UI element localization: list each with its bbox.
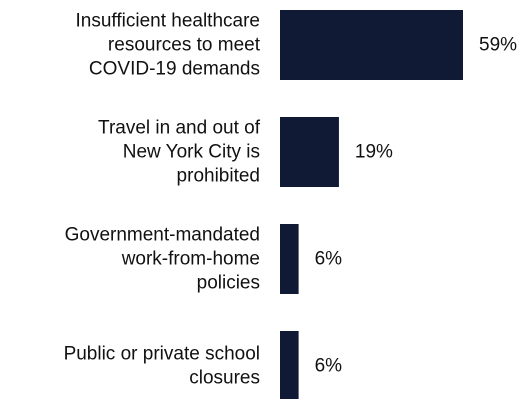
value-label-3: 6%	[315, 356, 343, 377]
category-label-line: resources to meet	[108, 35, 261, 56]
category-label-line: New York City is	[123, 142, 260, 163]
category-label-line: Insufficient healthcare	[76, 11, 261, 32]
category-label-0: Insufficient healthcare resources to meet…	[76, 11, 261, 80]
category-label-line: closures	[189, 368, 260, 389]
bar-3	[280, 331, 299, 399]
category-label-line: COVID-19 demands	[89, 59, 260, 80]
category-label-3: Public or private school closures	[64, 344, 260, 389]
category-label-line: work-from-home	[121, 249, 260, 270]
category-label-2: Government-mandated work-from-home policie…	[65, 225, 260, 294]
bar-0	[280, 10, 463, 80]
category-label-line: Travel in and out of	[98, 118, 261, 139]
bar-2	[280, 224, 299, 294]
category-label-1: Travel in and out of New York City is proh…	[98, 118, 261, 187]
category-label-line: policies	[197, 273, 260, 294]
category-label-line: Government-mandated	[65, 225, 260, 246]
bar-1	[280, 117, 339, 187]
category-label-line: prohibited	[177, 166, 260, 187]
value-label-0: 59%	[479, 35, 517, 56]
value-label-1: 19%	[355, 142, 393, 163]
category-label-line: Public or private school	[64, 344, 260, 365]
value-label-2: 6%	[315, 249, 343, 270]
